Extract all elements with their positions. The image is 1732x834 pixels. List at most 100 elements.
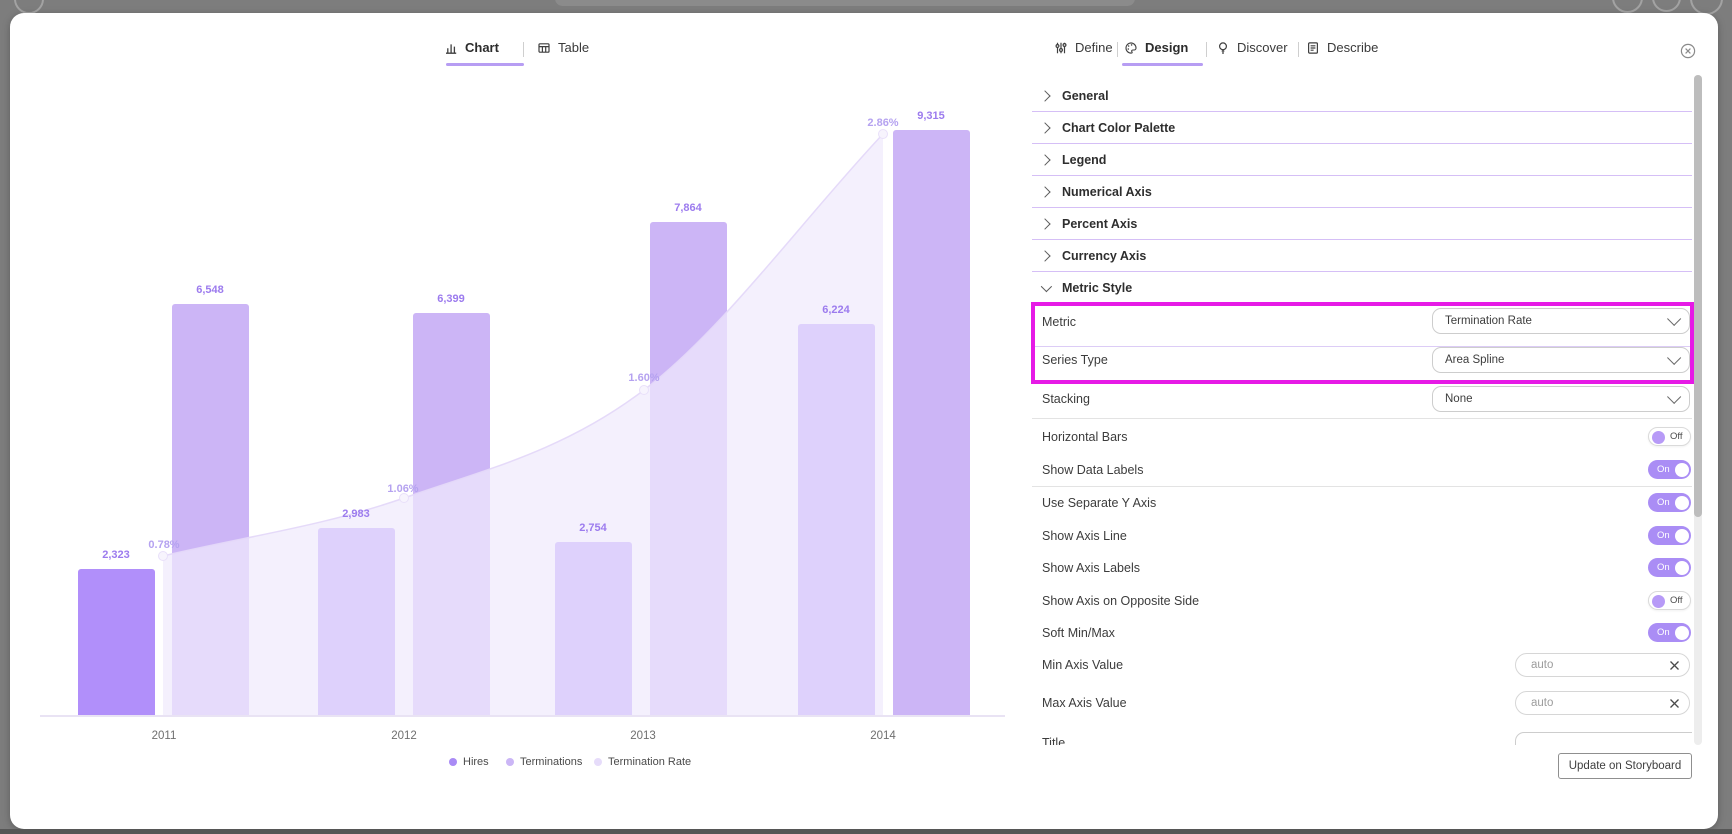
chevron-right-icon: [1039, 153, 1051, 166]
section-label: General: [1062, 88, 1109, 103]
legend-item-termination-rate[interactable]: Termination Rate: [594, 756, 691, 768]
legend-label: Hires: [463, 756, 489, 768]
horizontal-bars-label: Horizontal Bars: [1042, 430, 1128, 444]
section-label: Percent Axis: [1062, 216, 1138, 231]
chevron-down-icon: [1667, 389, 1682, 404]
document-icon: [1307, 41, 1319, 54]
show-axis-line-toggle[interactable]: On: [1648, 526, 1691, 545]
design-tab-underline: [1122, 63, 1203, 66]
legend-item-terminations[interactable]: Terminations: [506, 756, 582, 768]
series-type-dropdown[interactable]: Area Spline: [1432, 347, 1690, 373]
chevron-right-icon: [1039, 217, 1051, 230]
metric-dropdown-value: Termination Rate: [1445, 315, 1532, 327]
close-button[interactable]: [1680, 43, 1696, 59]
browser-address-bar-fragment: [555, 0, 1135, 6]
max-axis-value-field: [1515, 691, 1690, 715]
section-general[interactable]: General: [1032, 80, 1692, 112]
tab-separator: [523, 42, 524, 57]
spline-point-2012: [399, 493, 409, 503]
data-label: 2,754: [579, 522, 607, 534]
clear-icon[interactable]: [1669, 660, 1680, 671]
section-metric-style[interactable]: Metric Style: [1032, 272, 1692, 304]
section-numerical-axis[interactable]: Numerical Axis: [1032, 176, 1692, 208]
termination-rate-area-spline: [158, 129, 888, 715]
row-divider: [1032, 486, 1692, 487]
percent-label: 1.06%: [387, 483, 419, 495]
update-on-storyboard-button[interactable]: Update on Storyboard: [1558, 753, 1692, 779]
section-label: Currency Axis: [1062, 248, 1147, 263]
legend-dot-terminations: [506, 758, 514, 766]
row-divider: [1032, 346, 1692, 347]
data-label: 9,315: [917, 110, 945, 122]
tab-separator: [1206, 42, 1207, 57]
data-label: 7,864: [674, 202, 702, 214]
chevron-right-icon: [1039, 121, 1051, 134]
chevron-right-icon: [1039, 249, 1051, 262]
legend-dot-hires: [449, 758, 457, 766]
data-label: 6,548: [196, 284, 224, 296]
stacking-dropdown-value: None: [1445, 393, 1473, 405]
section-currency-axis[interactable]: Currency Axis: [1032, 240, 1692, 272]
toggle-state-text: On: [1657, 497, 1670, 508]
table-icon: [538, 42, 550, 53]
toggle-state-text: Off: [1670, 595, 1683, 606]
tab-define[interactable]: Define: [1054, 40, 1113, 55]
data-label: 2,323: [102, 549, 130, 561]
toggle-state-text: On: [1657, 464, 1670, 475]
tab-discover[interactable]: Discover: [1216, 40, 1288, 55]
show-data-labels-label: Show Data Labels: [1042, 463, 1144, 477]
section-legend[interactable]: Legend: [1032, 144, 1692, 176]
use-separate-y-axis-toggle[interactable]: On: [1648, 493, 1691, 512]
close-icon: [1680, 43, 1696, 59]
show-axis-opposite-side-toggle[interactable]: Off: [1648, 591, 1691, 610]
clipped-title-row: Title: [1032, 725, 1692, 745]
min-axis-value-input[interactable]: [1529, 658, 1669, 672]
legend-item-hires[interactable]: Hires: [449, 756, 489, 768]
show-axis-labels-label: Show Axis Labels: [1042, 561, 1140, 575]
spline-point-2013: [639, 385, 649, 395]
show-axis-opposite-side-label: Show Axis on Opposite Side: [1042, 594, 1200, 608]
chart-tab-underline: [446, 63, 524, 66]
max-axis-value-label: Max Axis Value: [1042, 696, 1127, 710]
data-label: 6,399: [437, 293, 465, 305]
panel-scrollbar-thumb[interactable]: [1694, 75, 1702, 517]
min-axis-value-field: [1515, 653, 1690, 677]
max-axis-value-input[interactable]: [1529, 696, 1669, 710]
row-divider: [1032, 418, 1692, 419]
area-fill: [163, 134, 883, 715]
chevron-down-icon: [1667, 350, 1682, 365]
tab-describe-label: Describe: [1327, 40, 1379, 55]
show-axis-labels-toggle[interactable]: On: [1648, 558, 1691, 577]
browser-chrome-circle: [14, 0, 44, 14]
percent-label: 0.78%: [148, 539, 180, 551]
legend-label: Terminations: [520, 756, 583, 768]
section-chart-color-palette[interactable]: Chart Color Palette: [1032, 112, 1692, 144]
tab-design[interactable]: Design: [1124, 40, 1188, 55]
metric-dropdown[interactable]: Termination Rate: [1432, 308, 1690, 334]
spline-point-2011: [158, 551, 168, 561]
series-type-row-label: Series Type: [1042, 353, 1108, 367]
tab-table[interactable]: Table: [537, 40, 589, 55]
clipped-title-dropdown[interactable]: [1515, 732, 1692, 745]
section-label: Chart Color Palette: [1062, 120, 1176, 135]
tab-describe[interactable]: Describe: [1306, 40, 1378, 55]
clipped-row-label: Title: [1042, 736, 1066, 745]
bar-terminations-2014[interactable]: [893, 130, 970, 715]
percent-label: 1.60%: [628, 372, 660, 384]
stacking-dropdown[interactable]: None: [1432, 386, 1690, 412]
bar-hires-2011[interactable]: [78, 569, 155, 715]
x-axis-label: 2013: [630, 730, 656, 742]
clear-icon[interactable]: [1669, 698, 1680, 709]
tab-separator: [1298, 42, 1299, 57]
section-percent-axis[interactable]: Percent Axis: [1032, 208, 1692, 240]
bar-chart-icon: [446, 43, 457, 54]
show-axis-line-label: Show Axis Line: [1042, 529, 1127, 543]
show-data-labels-toggle[interactable]: On: [1648, 460, 1691, 479]
horizontal-bars-toggle[interactable]: Off: [1648, 427, 1691, 446]
chevron-right-icon: [1039, 185, 1051, 198]
tab-table-label: Table: [558, 40, 590, 55]
browser-chrome-circle: [1652, 0, 1681, 12]
tab-chart[interactable]: Chart: [444, 40, 499, 55]
metric-row-label: Metric: [1042, 315, 1077, 329]
soft-min-max-toggle[interactable]: On: [1648, 623, 1691, 642]
